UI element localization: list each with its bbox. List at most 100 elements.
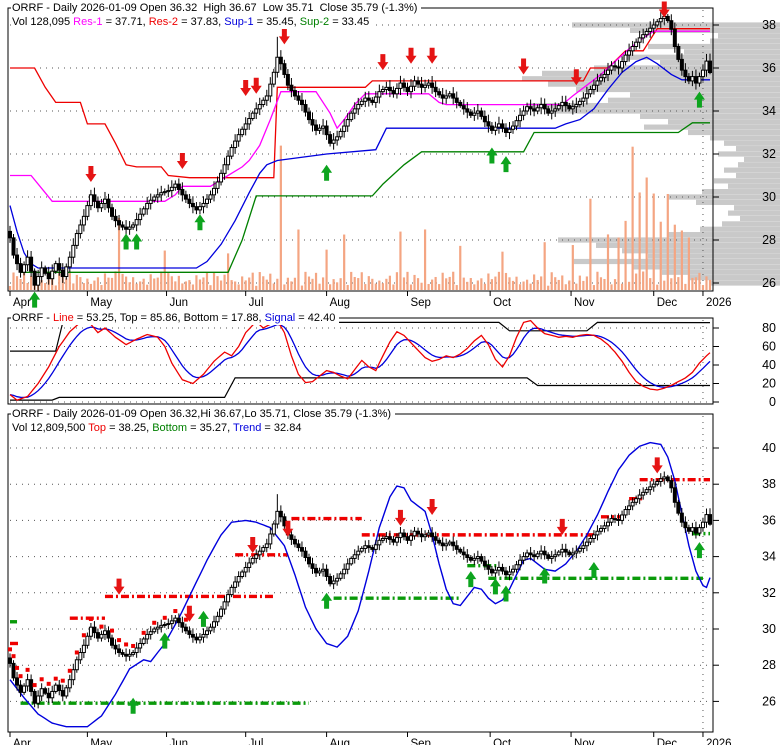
y-axis-label: 20 <box>762 377 776 391</box>
x-axis-label: Jun <box>170 297 189 309</box>
swing-high-dot <box>46 681 51 686</box>
swing-high-dot <box>117 638 122 643</box>
sell-signal-arrow-icon <box>426 498 438 515</box>
legend-segment: Vol 128,095 <box>12 16 74 28</box>
legend-segment: = 42.40 <box>295 312 336 324</box>
sup1-line <box>9 56 710 269</box>
legend-segment: Trend <box>233 422 262 434</box>
x-axis-label: 2026 <box>706 297 732 309</box>
res1-line <box>10 30 710 202</box>
swing-high-dot <box>141 630 146 635</box>
y-axis-label: 28 <box>762 233 776 247</box>
price-panel-title: ORRF - Daily 2026-01-09 Open 36.32 High … <box>11 2 422 15</box>
buy-signal-arrow-icon <box>321 592 333 609</box>
trend-layer <box>9 441 711 728</box>
swing-high-dot <box>8 647 12 652</box>
sell-signal-arrow-icon <box>113 578 125 595</box>
trade-signal-arrows <box>113 457 705 714</box>
swing-high-dot <box>99 624 104 629</box>
volume-bars <box>8 145 712 290</box>
x-axis-label: Jul <box>249 738 264 745</box>
legend-segment: = 38.25, <box>106 422 153 434</box>
sell-signal-arrow-icon <box>518 58 530 75</box>
sell-signal-arrow-icon <box>282 520 294 537</box>
y-axis-label: 30 <box>762 190 776 204</box>
signals-axes: 40 38 36 34 32 30 28 26 Apr May Jun Jul Aug Sep Oct Nov… <box>9 441 776 745</box>
legend-segment: = 53.25, Top = 85.86, Bottom = 17.88, <box>73 312 265 324</box>
buy-signal-arrow-icon <box>29 291 41 308</box>
swing-high-dot <box>152 620 157 625</box>
bottom-threshold-line <box>10 377 710 401</box>
x-axis-label: Nov <box>574 297 595 309</box>
x-axis-label: Oct <box>493 297 512 309</box>
y-axis-label: 80 <box>762 321 776 335</box>
x-axis-label: Aug <box>330 297 350 309</box>
buy-signal-arrow-icon <box>693 91 705 108</box>
price-candles <box>8 9 713 292</box>
x-axis-label: Apr <box>13 297 31 309</box>
buy-signal-arrow-icon <box>159 632 171 649</box>
buy-signal-arrow-icon <box>486 147 498 164</box>
swing-high-dots <box>8 609 188 688</box>
x-axis-label: Apr <box>13 738 31 745</box>
buy-signal-arrow-icon <box>321 164 333 181</box>
legend-segment: Vol 12,809,500 <box>12 422 89 434</box>
x-axis-label: Dec <box>657 297 678 309</box>
swing-high-dot <box>60 678 65 683</box>
swing-high-dot <box>81 633 86 638</box>
y-axis-label: 32 <box>762 586 776 600</box>
sell-signal-arrow-icon <box>556 518 568 535</box>
legend-segment: Top <box>88 422 107 434</box>
x-axis-label: Oct <box>493 738 512 745</box>
legend-segment: = 33.45 <box>329 16 370 28</box>
oscillator-lines <box>9 319 711 401</box>
signals-panel-legend: Vol 12,809,500 Top = 38.25, Bottom = 35.… <box>11 422 306 435</box>
y-axis-label: 36 <box>762 61 776 75</box>
swing-high-dot <box>124 642 129 647</box>
buy-signal-arrow-icon <box>588 562 600 579</box>
x-axis-label: 2026 <box>706 738 732 745</box>
swing-high-dot <box>18 674 23 679</box>
legend-segment: Sup-2 <box>299 16 330 28</box>
sell-signal-arrow-icon <box>651 457 663 474</box>
swing-high-dot <box>74 650 79 655</box>
price-panel-axes: 38 36 34 32 30 28 26 Apr May Jun Jul Aug Sep Oct Nov De… <box>9 18 776 309</box>
buy-signal-arrow-icon <box>539 567 551 584</box>
sell-signal-arrow-icon <box>247 536 259 553</box>
y-axis-label: 30 <box>762 622 776 636</box>
sell-signal-arrow-icon <box>176 153 188 170</box>
swing-high-dot <box>131 643 136 648</box>
sell-signal-arrow-icon <box>394 509 406 526</box>
swing-high-dot <box>11 654 16 659</box>
legend-segment: Res-2 <box>148 16 179 28</box>
swing-high-dot <box>88 616 93 621</box>
buy-signal-arrow-icon <box>693 542 705 559</box>
buy-signal-arrow-icon <box>197 610 209 627</box>
oscillator-grid <box>7 317 714 405</box>
swing-high-dot <box>110 628 115 633</box>
legend-segment: = 37.83, <box>178 16 225 28</box>
y-axis-label: 38 <box>762 18 776 32</box>
legend-segment: Signal <box>264 312 296 324</box>
x-axis-label: Sep <box>410 738 430 745</box>
x-axis-label: Sep <box>410 297 430 309</box>
swing-high-dot <box>32 683 37 688</box>
x-axis-label: May <box>90 738 112 745</box>
swing-high-dot <box>183 617 188 622</box>
buy-signal-arrow-icon <box>131 233 143 250</box>
y-axis-label: 40 <box>762 441 776 455</box>
signal-line <box>9 323 711 399</box>
legend-segment: Res-1 <box>73 16 103 28</box>
sell-signal-arrow-icon <box>405 47 417 64</box>
sell-signal-arrow-icon <box>240 79 252 96</box>
buy-signal-arrow-icon <box>120 233 132 250</box>
y-axis-label: 40 <box>762 358 776 372</box>
buy-signal-arrow-icon <box>500 585 512 602</box>
x-axis-label: Nov <box>574 738 595 745</box>
legend-segment: = 37.71, <box>102 16 149 28</box>
buy-signal-arrow-icon <box>465 571 477 588</box>
legend-segment: = 35.45, <box>253 16 300 28</box>
legend-segment: Line <box>52 312 74 324</box>
